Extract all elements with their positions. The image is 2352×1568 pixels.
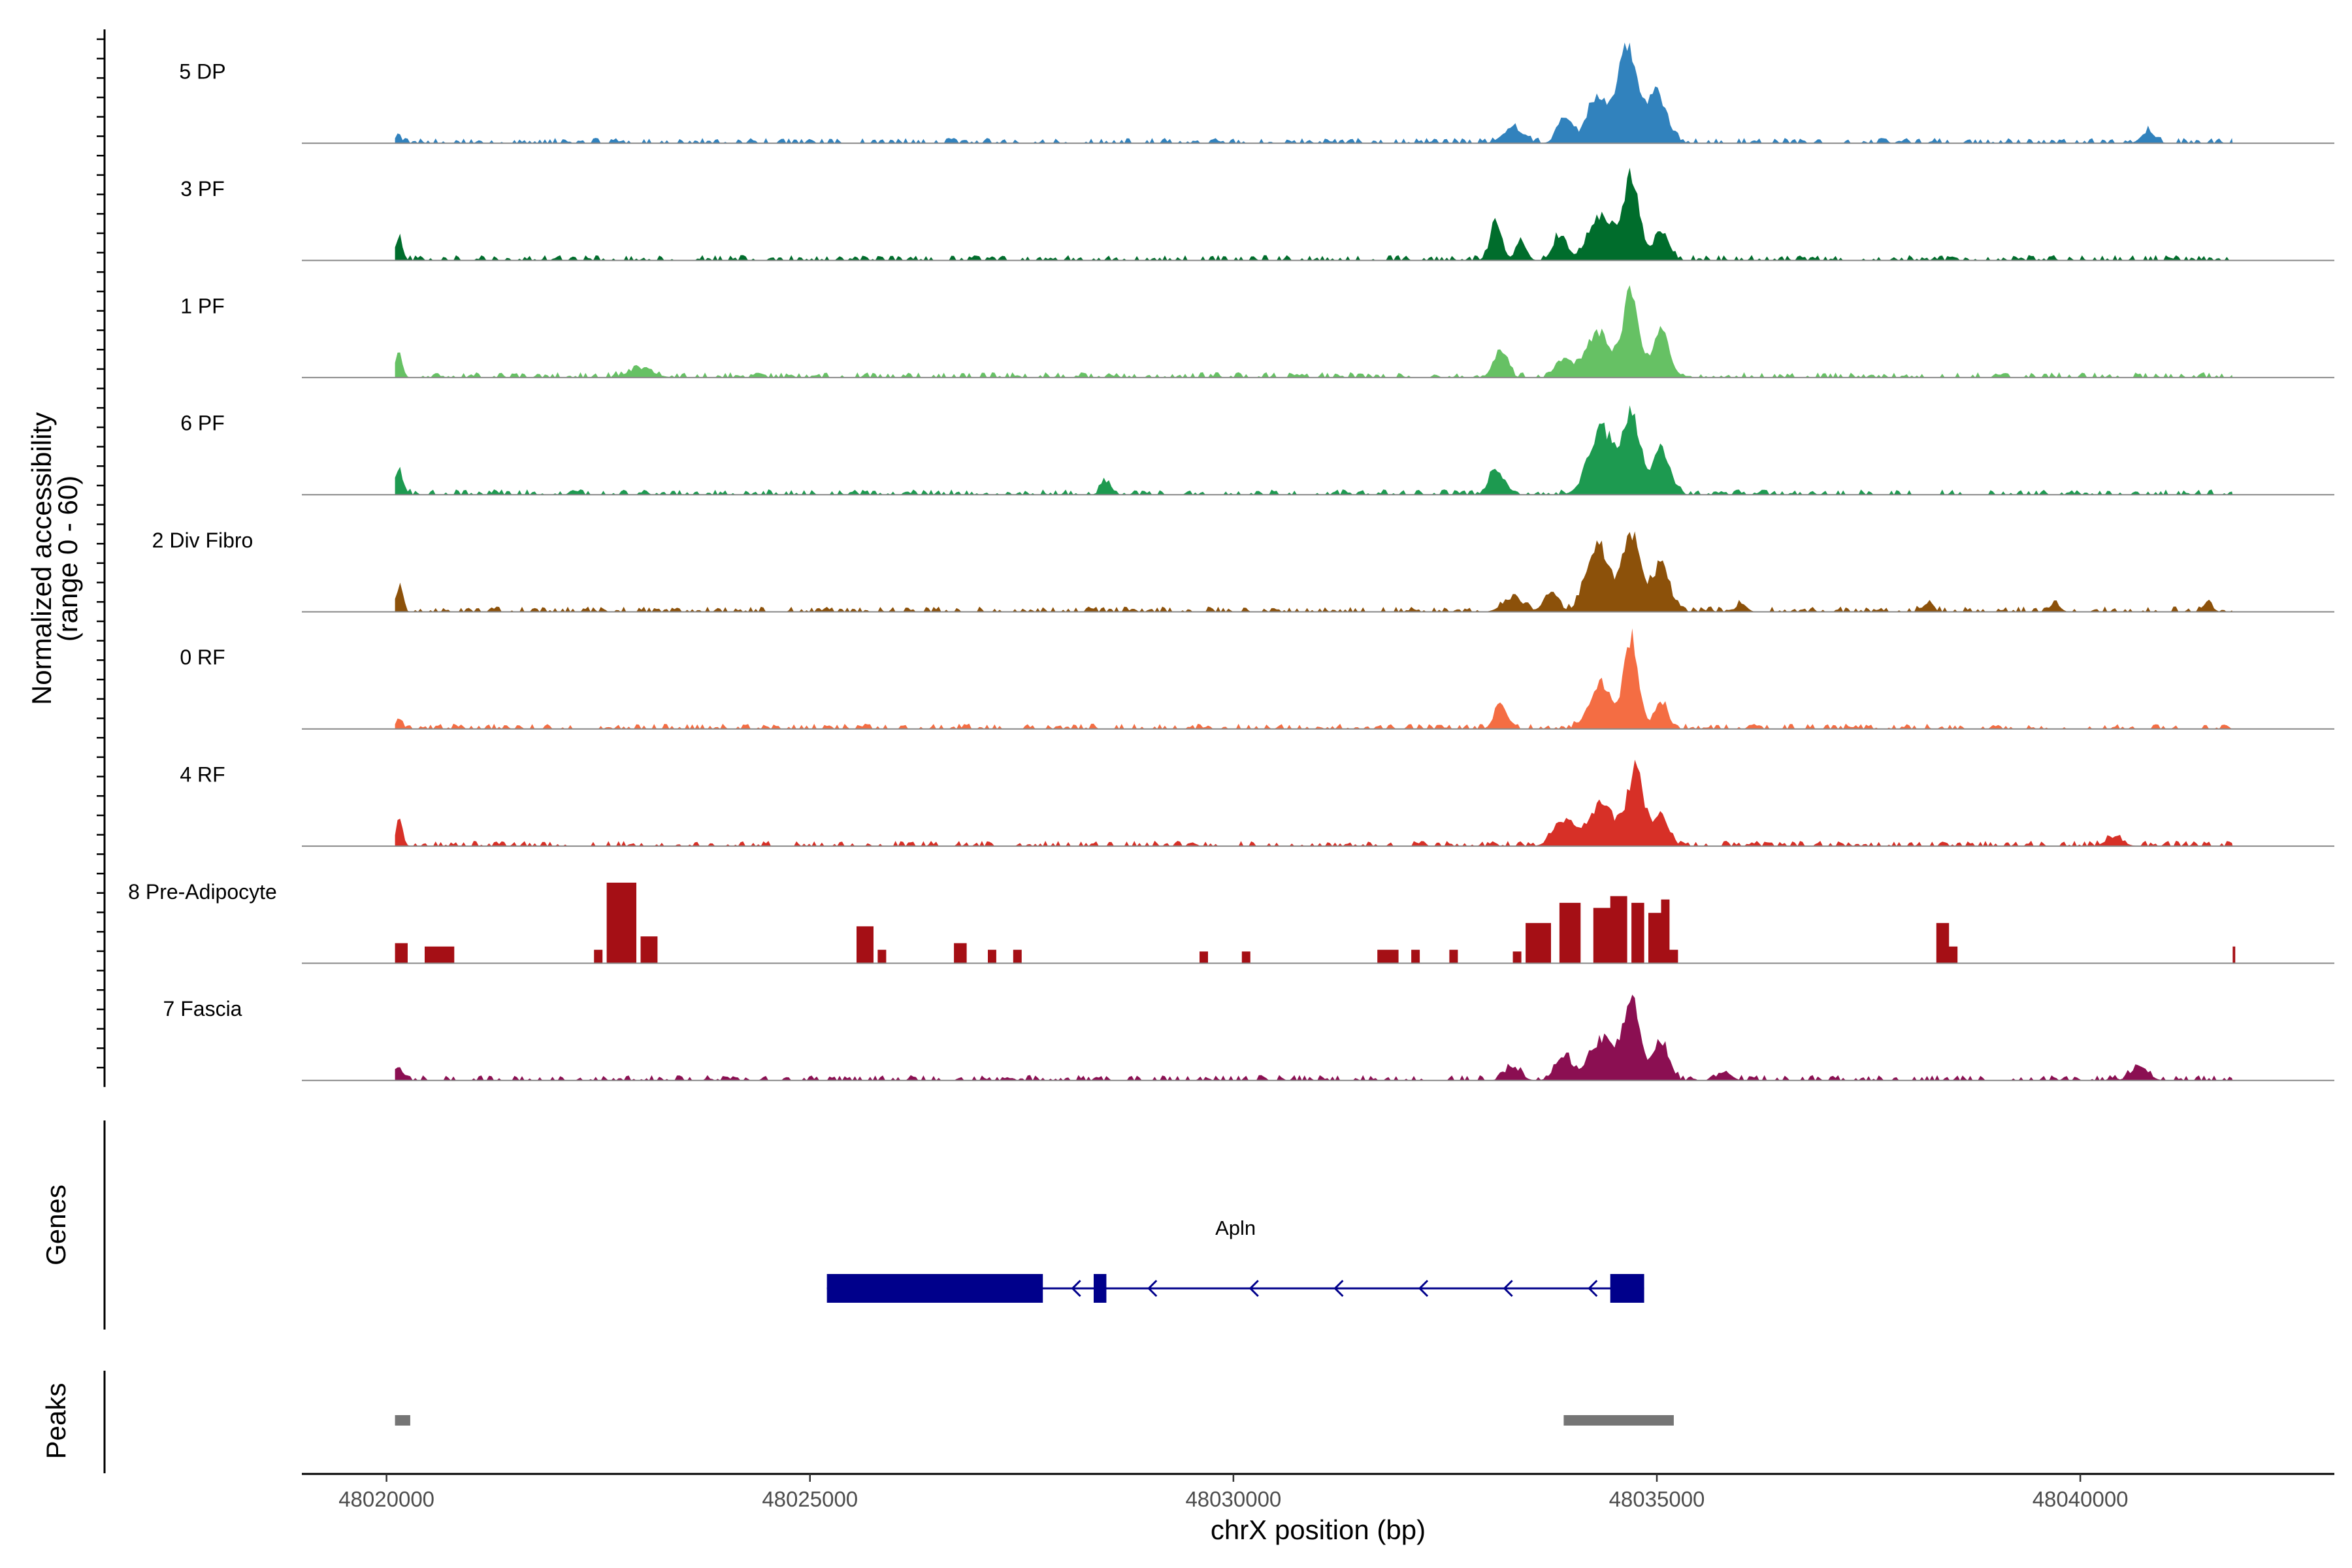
x-axis: 48020000 48025000 48030000 48035000 48040000 [302, 1473, 2334, 1511]
strand-arrow [1418, 1279, 1429, 1298]
strand-arrow [1503, 1279, 1513, 1298]
y-axis-range: (range 0 - 60) [52, 476, 83, 642]
gene-model: Apln [826, 1217, 1644, 1303]
track-label: 2 Div Fibro [152, 529, 253, 552]
coverage-track: 8 Pre-Adipocyte [128, 880, 2334, 964]
coverage-track: 5 DP [179, 42, 2334, 144]
coverage-area [395, 405, 2233, 495]
coverage-area [395, 994, 2233, 1081]
coverage-area [395, 883, 2236, 964]
gene-name: Apln [1215, 1217, 1256, 1239]
track-label: 8 Pre-Adipocyte [128, 880, 277, 904]
coverage-area [395, 531, 2233, 612]
track-label: 5 DP [179, 60, 225, 84]
coverage-track: 4 RF [180, 759, 2334, 847]
track-label: 0 RF [180, 645, 225, 669]
x-axis-title: chrX position (bp) [1211, 1514, 1426, 1545]
strand-arrow [1071, 1279, 1081, 1298]
peaks-panel [103, 1371, 1674, 1473]
x-tick-label: 48035000 [1609, 1487, 1705, 1511]
gene-exon [1093, 1274, 1107, 1303]
coverage-track: 3 PF [180, 167, 2334, 261]
coverage-track: 6 PF [180, 405, 2334, 496]
gene-exon [826, 1274, 1043, 1303]
coverage-area [395, 42, 2233, 144]
coverage-area [395, 167, 2233, 261]
x-tick-label: 48025000 [762, 1487, 858, 1511]
track-label: 6 PF [180, 412, 225, 435]
y-axis-title: Normalized accessibility [26, 412, 57, 705]
peaks-track-title: Peaks [41, 1383, 71, 1460]
strand-arrow [1333, 1279, 1344, 1298]
x-tick-label: 48020000 [338, 1487, 434, 1511]
coverage-area [395, 759, 2233, 847]
coverage-panel: 5 DP 3 PF 1 PF 6 PF 2 Div Fibro 0 RF 4 RF 8 Pre… [97, 29, 2334, 1087]
track-label: 3 PF [180, 177, 225, 201]
strand-arrow [1249, 1279, 1259, 1298]
genes-track-title: Genes [41, 1184, 71, 1266]
genes-panel: Apln [103, 1120, 1644, 1330]
track-label: 7 Fascia [163, 997, 242, 1021]
strand-arrow [1588, 1279, 1598, 1298]
coverage-area [395, 628, 2233, 729]
coverage-area [395, 285, 2233, 378]
x-tick-label: 48040000 [2033, 1487, 2129, 1511]
peak-region [1563, 1415, 1674, 1426]
strand-arrow [1147, 1279, 1158, 1298]
gene-exon [1610, 1274, 1644, 1303]
coverage-track: 2 Div Fibro [152, 529, 2334, 613]
x-tick-label: 48030000 [1185, 1487, 1281, 1511]
peak-region [395, 1415, 410, 1426]
coverage-track: 7 Fascia [163, 994, 2334, 1081]
track-label: 4 RF [180, 762, 225, 786]
track-label: 1 PF [180, 294, 225, 318]
coverage-track: 1 PF [180, 285, 2334, 378]
coverage-track: 0 RF [180, 628, 2334, 730]
